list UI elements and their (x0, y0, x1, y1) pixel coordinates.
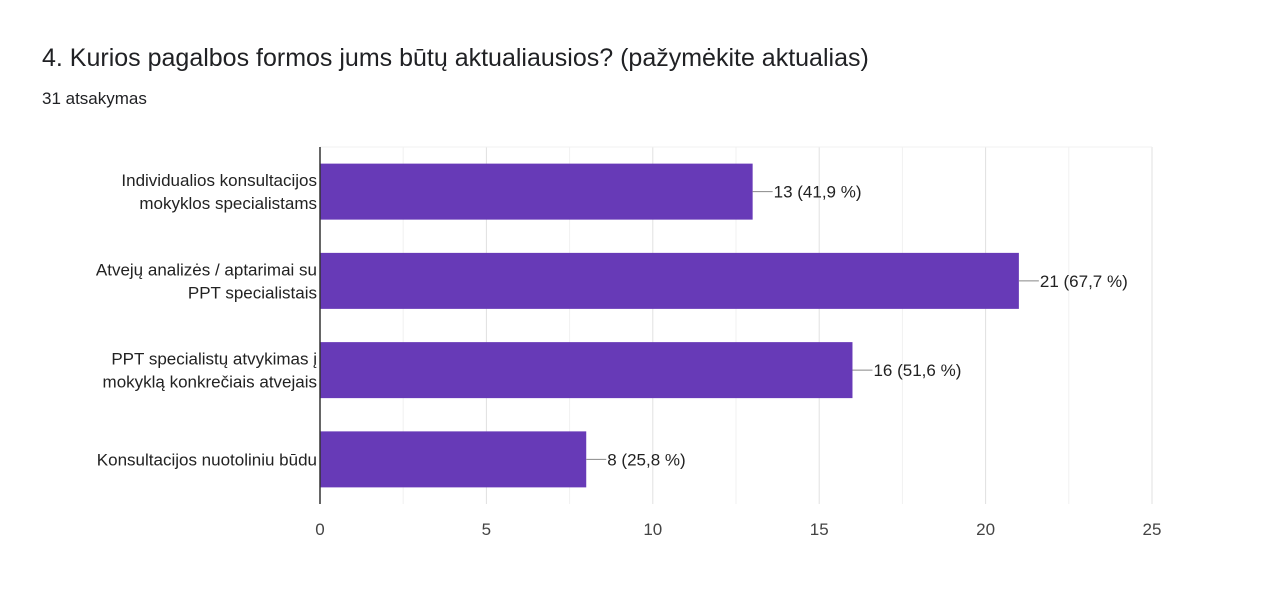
x-tick-label: 25 (1143, 520, 1162, 539)
data-label: 16 (51,6 %) (873, 361, 961, 380)
data-label: 21 (67,7 %) (1040, 272, 1128, 291)
category-label: Atvejų analizės / aptarimai su PPT specia… (96, 260, 317, 302)
category-label: Konsultacijos nuotoliniu būdu (97, 450, 317, 469)
x-tick-label: 15 (810, 520, 829, 539)
bar (320, 252, 1019, 309)
category-label: PPT specialistų atvykimas į mokyklą konkr… (103, 350, 318, 392)
category-label-line: Individualios konsultacijos (121, 171, 317, 190)
category-label-line: mokyklą konkrečiais atvejais (103, 373, 317, 392)
data-label: 13 (41,9 %) (774, 183, 862, 202)
bar (320, 342, 853, 399)
bar (320, 431, 587, 488)
data-label: 8 (25,8 %) (607, 450, 685, 469)
category-label: Individualios konsultacijos mokyklos spec… (121, 171, 317, 213)
category-label-line: Konsultacijos nuotoliniu būdu (97, 450, 317, 469)
x-tick-label: 20 (976, 520, 995, 539)
x-tick-label: 5 (482, 520, 491, 539)
x-tick-label: 10 (643, 520, 662, 539)
category-label-line: PPT specialistais (188, 283, 317, 302)
chart-title: 4. Kurios pagalbos formos jums būtų aktu… (42, 44, 869, 72)
category-label-line: Atvejų analizės / aptarimai su (96, 260, 317, 279)
bar (320, 163, 753, 220)
response-count: 31 atsakymas (42, 89, 147, 108)
x-tick-label: 0 (315, 520, 324, 539)
category-label-line: PPT specialistų atvykimas į (111, 350, 317, 369)
category-label-line: mokyklos specialistams (139, 194, 317, 213)
